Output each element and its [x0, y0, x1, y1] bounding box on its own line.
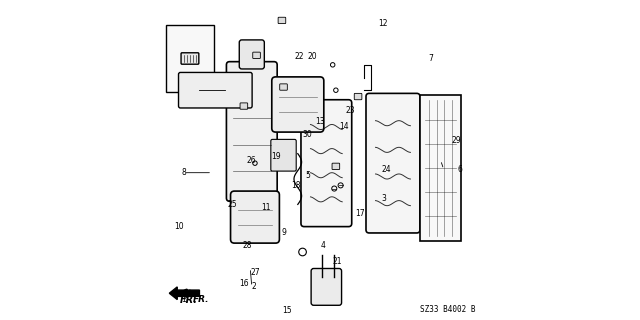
Text: 15: 15	[282, 306, 291, 315]
FancyBboxPatch shape	[355, 93, 362, 100]
Text: SZ33 B4002 B: SZ33 B4002 B	[420, 305, 476, 314]
Text: 12: 12	[379, 19, 388, 28]
Text: 23: 23	[346, 106, 355, 115]
FancyBboxPatch shape	[311, 268, 342, 305]
FancyBboxPatch shape	[366, 93, 420, 233]
Text: 4: 4	[321, 241, 326, 250]
FancyBboxPatch shape	[271, 140, 296, 171]
Text: 24: 24	[382, 165, 392, 174]
FancyBboxPatch shape	[230, 191, 280, 243]
FancyBboxPatch shape	[181, 53, 199, 64]
Text: 9: 9	[281, 228, 286, 237]
Text: 22: 22	[294, 52, 304, 61]
Text: 6: 6	[457, 165, 462, 174]
Text: 2: 2	[251, 282, 256, 292]
FancyBboxPatch shape	[227, 62, 277, 201]
Text: 29: 29	[452, 136, 461, 146]
FancyBboxPatch shape	[240, 103, 248, 109]
Text: 14: 14	[339, 122, 349, 131]
Text: 28: 28	[243, 241, 252, 250]
Text: 19: 19	[271, 152, 280, 161]
FancyBboxPatch shape	[301, 100, 352, 227]
Text: 25: 25	[228, 200, 237, 209]
Text: 11: 11	[261, 203, 271, 212]
FancyBboxPatch shape	[179, 72, 252, 108]
FancyBboxPatch shape	[166, 25, 214, 92]
FancyArrow shape	[170, 287, 200, 300]
FancyBboxPatch shape	[253, 52, 260, 59]
Text: 20: 20	[307, 52, 317, 61]
FancyBboxPatch shape	[332, 163, 340, 170]
Text: FR.: FR.	[193, 295, 210, 304]
Text: 1: 1	[181, 295, 186, 304]
Text: 7: 7	[429, 54, 433, 63]
Text: 8: 8	[181, 168, 186, 177]
FancyBboxPatch shape	[239, 40, 264, 69]
Text: 21: 21	[333, 257, 342, 266]
Text: 18: 18	[291, 181, 301, 190]
FancyBboxPatch shape	[272, 77, 324, 132]
Text: 13: 13	[315, 117, 325, 126]
Text: FR.: FR.	[179, 295, 197, 305]
Text: 10: 10	[174, 222, 184, 231]
FancyBboxPatch shape	[420, 95, 461, 241]
Text: 27: 27	[250, 268, 260, 277]
Text: 16: 16	[239, 279, 249, 288]
Text: 17: 17	[355, 209, 364, 219]
Text: 30: 30	[303, 130, 312, 139]
FancyBboxPatch shape	[278, 17, 285, 24]
Text: 26: 26	[247, 156, 257, 164]
Text: 3: 3	[381, 194, 386, 203]
Text: 5: 5	[305, 172, 310, 180]
FancyBboxPatch shape	[280, 84, 287, 90]
